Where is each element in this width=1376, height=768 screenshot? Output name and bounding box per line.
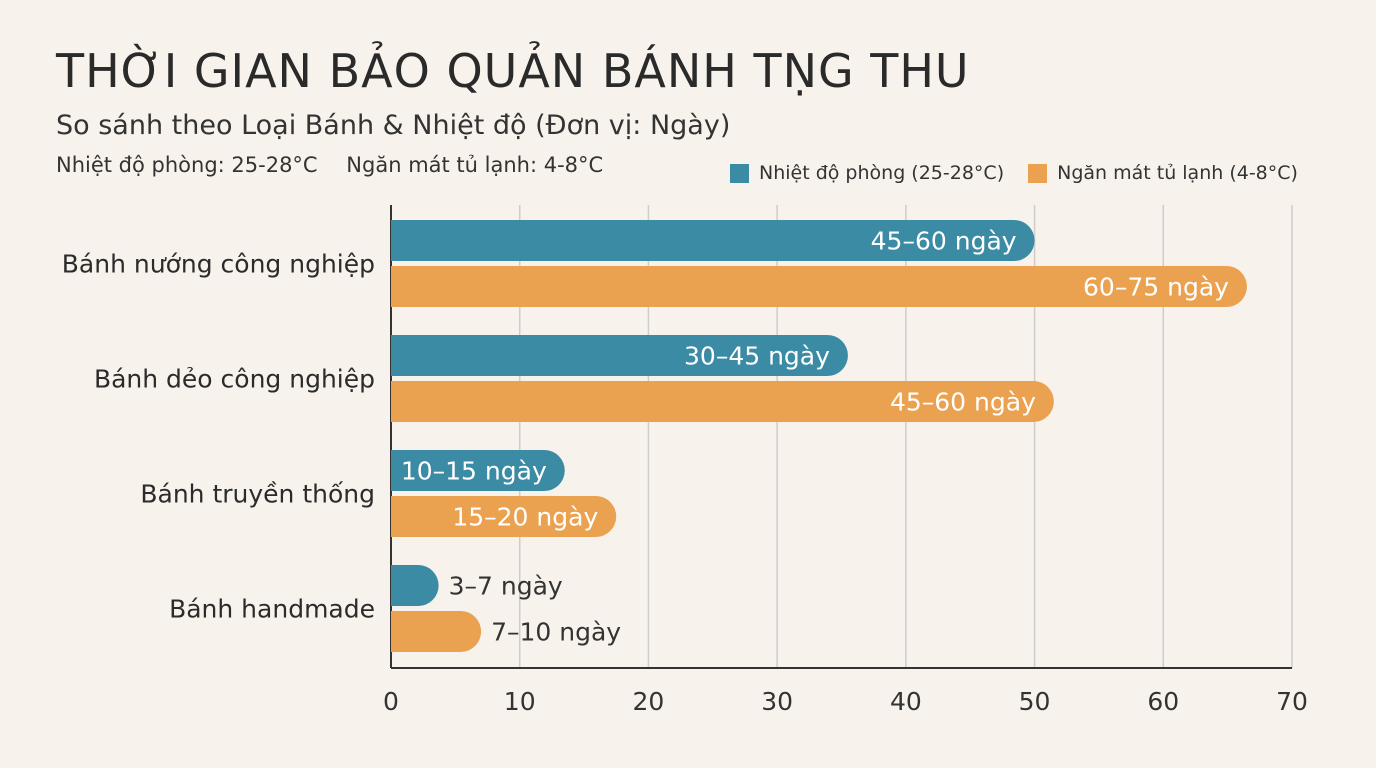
chart-subtitle: So sánh theo Loại Bánh & Nhiệt độ (Đơn v… (56, 110, 731, 141)
x-tick-label: 30 (761, 687, 793, 716)
legend-item-fridge: Ngăn mát tủ lạnh (4-8°C) (1028, 162, 1298, 184)
x-tick-label: 50 (1019, 687, 1051, 716)
legend-swatch-room (730, 163, 749, 183)
bar-room (391, 220, 1035, 261)
data-label: 10–15 ngày (401, 457, 547, 486)
x-tick-label: 70 (1276, 687, 1308, 716)
data-label: 7–10 ngày (491, 618, 621, 647)
category-label: Bánh dẻo công nghiệp (94, 365, 375, 394)
bar-fridge (391, 381, 1054, 422)
data-label: 15–20 ngày (452, 503, 598, 532)
data-label: 30–45 ngày (684, 342, 830, 371)
chart-title: THỜI GIAN BẢO QUẢN BÁNH TṆG THU (56, 44, 970, 98)
category-label: Bánh truyền thống (140, 480, 375, 509)
x-tick-label: 10 (504, 687, 536, 716)
temperature-note: Nhiệt độ phòng: 25-28°C Ngăn mát tủ lạnh… (56, 153, 603, 177)
data-label: 45–60 ngày (871, 227, 1017, 256)
bar-fridge (391, 611, 482, 652)
fridge-temperature-note: Ngăn mát tủ lạnh: 4-8°C (346, 153, 604, 177)
legend-swatch-fridge (1028, 163, 1048, 183)
x-tick-label: 0 (383, 687, 399, 716)
data-label: 60–75 ngày (1083, 273, 1229, 302)
data-label: 3–7 ngày (449, 572, 563, 601)
bar-fridge (391, 496, 617, 537)
legend-item-room: Nhiệt độ phòng (25-28°C) (730, 162, 1004, 184)
room-temperature-note: Nhiệt độ phòng: 25-28°C (56, 153, 318, 177)
bar-room (391, 565, 439, 606)
category-label: Bánh handmade (169, 595, 375, 624)
legend-label-fridge: Ngăn mát tủ lạnh (4-8°C) (1057, 162, 1298, 184)
legend-label-room: Nhiệt độ phòng (25-28°C) (759, 162, 1005, 184)
bar-fridge (391, 266, 1247, 307)
data-label: 45–60 ngày (890, 388, 1036, 417)
chart-legend: Nhiệt độ phòng (25-28°C) Ngăn mát tủ lạn… (730, 162, 1298, 184)
x-tick-label: 40 (890, 687, 922, 716)
x-tick-label: 20 (633, 687, 665, 716)
category-label: Bánh nướng công nghiệp (62, 250, 375, 279)
bar-room (391, 450, 565, 491)
x-tick-label: 60 (1147, 687, 1179, 716)
bar-room (391, 335, 848, 376)
